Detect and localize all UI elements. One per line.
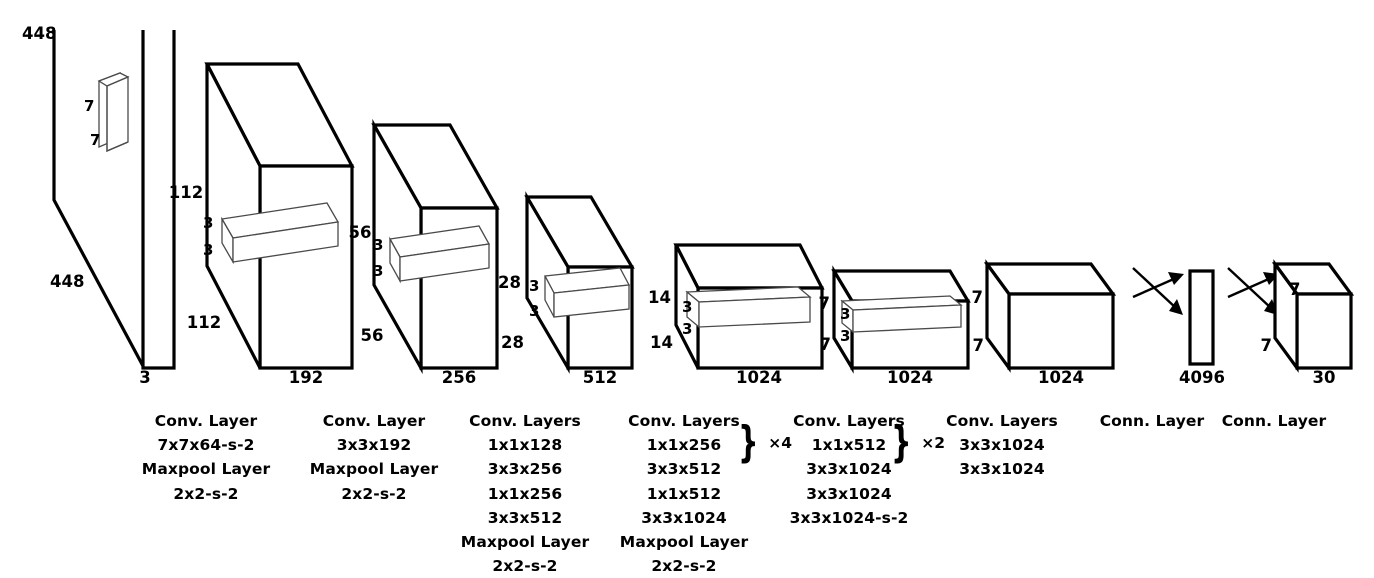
- caption-line: Maxpool Layer: [309, 460, 439, 479]
- conv1-kernel-d-label: 3: [203, 241, 213, 259]
- conv1-depth-label: 112: [187, 313, 221, 332]
- conv3-channel-label: 512: [583, 368, 617, 387]
- block-fc2-out: 7 7 30: [1261, 259, 1355, 387]
- brace-glyph: }: [891, 417, 912, 468]
- fc1-channel-label: 4096: [1179, 368, 1225, 387]
- caption-line: Conn. Layer: [1221, 412, 1327, 430]
- conv5-height-label: 7: [819, 294, 830, 313]
- caption-line: 1x1x256: [487, 484, 563, 503]
- caption-line: 2x2-s-2: [492, 557, 558, 576]
- conv1-kernel-h-label: 3: [203, 214, 213, 232]
- caption-line: 3x3x1024: [641, 508, 727, 527]
- conv2-depth-label: 56: [361, 326, 384, 345]
- block-input: 448 448 3: [22, 24, 176, 387]
- caption-line: 3x3x1024: [806, 484, 892, 503]
- caption-line: 3x3x1024-s-2: [789, 508, 909, 527]
- conv3-depth-label: 28: [501, 333, 524, 352]
- conv1-channel-label: 192: [289, 368, 323, 387]
- cross-arrows-fc1: [1132, 267, 1184, 315]
- conv1-height-label: 112: [169, 183, 203, 202]
- fc2-depth-label: 7: [1261, 336, 1272, 355]
- caption-stage-2: Conv. Layer 3x3x192 Maxpool Layer 2x2-s-…: [274, 409, 474, 506]
- caption-line: 3x3x512: [487, 508, 563, 527]
- conv2-kernel-d-label: 3: [373, 262, 383, 280]
- caption-line: 7x7x64-s-2: [157, 436, 255, 455]
- caption-line: 1x1x128: [487, 436, 563, 455]
- conv5-kernel-d-label: 3: [840, 327, 850, 345]
- conv4-depth-label: 14: [650, 333, 673, 352]
- block-fc1-out: 4096: [1179, 269, 1225, 387]
- conv2-height-label: 56: [349, 223, 372, 242]
- caption-line: Conv. Layers: [793, 412, 905, 430]
- input-kernel-d-label: 7: [90, 131, 100, 149]
- caption-stage-7: Conn. Layer: [1072, 409, 1232, 433]
- kernel-input-7x7: 7 7: [84, 72, 130, 152]
- input-channel-label: 3: [139, 368, 150, 387]
- kernel-conv3-3x3: 3 3: [529, 267, 631, 320]
- caption-line: Conv. Layers: [946, 412, 1058, 430]
- caption-line: Maxpool Layer: [460, 533, 590, 552]
- conv3-height-label: 28: [498, 273, 521, 292]
- conv3-kernel-d-label: 3: [529, 302, 539, 320]
- caption-stage-3: Conv. Layers 1x1x128 3x3x256 1x1x256 3x3…: [435, 409, 615, 578]
- repeat-brace-x4: } ×4: [738, 422, 792, 464]
- fc2-channel-label: 30: [1313, 368, 1336, 387]
- caption-line: Conv. Layer: [322, 412, 426, 430]
- conv5-kernel-h-label: 3: [840, 305, 850, 323]
- conv2-kernel-h-label: 3: [373, 236, 383, 254]
- caption-line: 1x1x512: [811, 436, 887, 455]
- caption-stage-5: Conv. Layers 1x1x512 3x3x1024 3x3x1024 3…: [759, 409, 939, 530]
- caption-line: 1x1x256: [646, 436, 722, 455]
- input-depth-label: 448: [50, 272, 84, 291]
- caption-line: 1x1x512: [646, 484, 722, 503]
- kernel-conv5-3x3: 3 3: [840, 295, 963, 345]
- input-kernel-h-label: 7: [84, 97, 94, 115]
- input-height-label: 448: [22, 24, 56, 43]
- caption-stage-6: Conv. Layers 3x3x1024 3x3x1024: [912, 409, 1092, 482]
- caption-line: Conn. Layer: [1099, 412, 1205, 430]
- brace-multiplier: ×4: [768, 434, 792, 453]
- conv5-depth-label: 7: [820, 335, 831, 354]
- kernel-conv2-3x3: 3 3: [373, 225, 491, 284]
- conv6-depth-label: 7: [973, 336, 984, 355]
- caption-line: 2x2-s-2: [341, 484, 407, 503]
- conv4-kernel-d-label: 3: [682, 320, 692, 338]
- caption-line: 3x3x1024: [959, 460, 1045, 479]
- conv4-height-label: 14: [648, 288, 671, 307]
- caption-line: 3x3x192: [336, 436, 412, 455]
- caption-line: Conv. Layer: [154, 412, 258, 430]
- caption-line: 3x3x1024: [806, 460, 892, 479]
- conv4-kernel-h-label: 3: [682, 298, 692, 316]
- conv6-height-label: 7: [972, 288, 983, 307]
- caption-stage-4: Conv. Layers 1x1x256 3x3x512 1x1x512 3x3…: [594, 409, 774, 578]
- caption-line: Maxpool Layer: [619, 533, 749, 552]
- caption-line: 3x3x256: [487, 460, 563, 479]
- conv6-channel-label: 1024: [1038, 368, 1084, 387]
- repeat-brace-x2: } ×2: [891, 422, 945, 464]
- caption-line: 3x3x512: [646, 460, 722, 479]
- fc2-height-label: 7: [1289, 280, 1300, 299]
- block-conv6-out: 7 7 1024: [972, 259, 1117, 387]
- conv3-kernel-h-label: 3: [529, 277, 539, 295]
- caption-line: 2x2-s-2: [173, 484, 239, 503]
- kernel-conv1-3x3: 3 3: [203, 202, 340, 265]
- conv2-channel-label: 256: [442, 368, 476, 387]
- caption-stage-1: Conv. Layer 7x7x64-s-2 Maxpool Layer 2x2…: [106, 409, 306, 506]
- conv5-channel-label: 1024: [887, 368, 933, 387]
- caption-stage-8: Conn. Layer: [1194, 409, 1354, 433]
- caption-line: 2x2-s-2: [651, 557, 717, 576]
- cross-arrows-fc2: [1227, 267, 1279, 315]
- brace-glyph: }: [738, 417, 759, 468]
- caption-line: Conv. Layers: [628, 412, 740, 430]
- brace-multiplier: ×2: [921, 434, 945, 453]
- kernel-conv4-3x3: 3 3: [682, 286, 812, 338]
- conv4-channel-label: 1024: [736, 368, 782, 387]
- caption-line: Conv. Layers: [469, 412, 581, 430]
- caption-line: 3x3x1024: [959, 436, 1045, 455]
- caption-line: Maxpool Layer: [141, 460, 271, 479]
